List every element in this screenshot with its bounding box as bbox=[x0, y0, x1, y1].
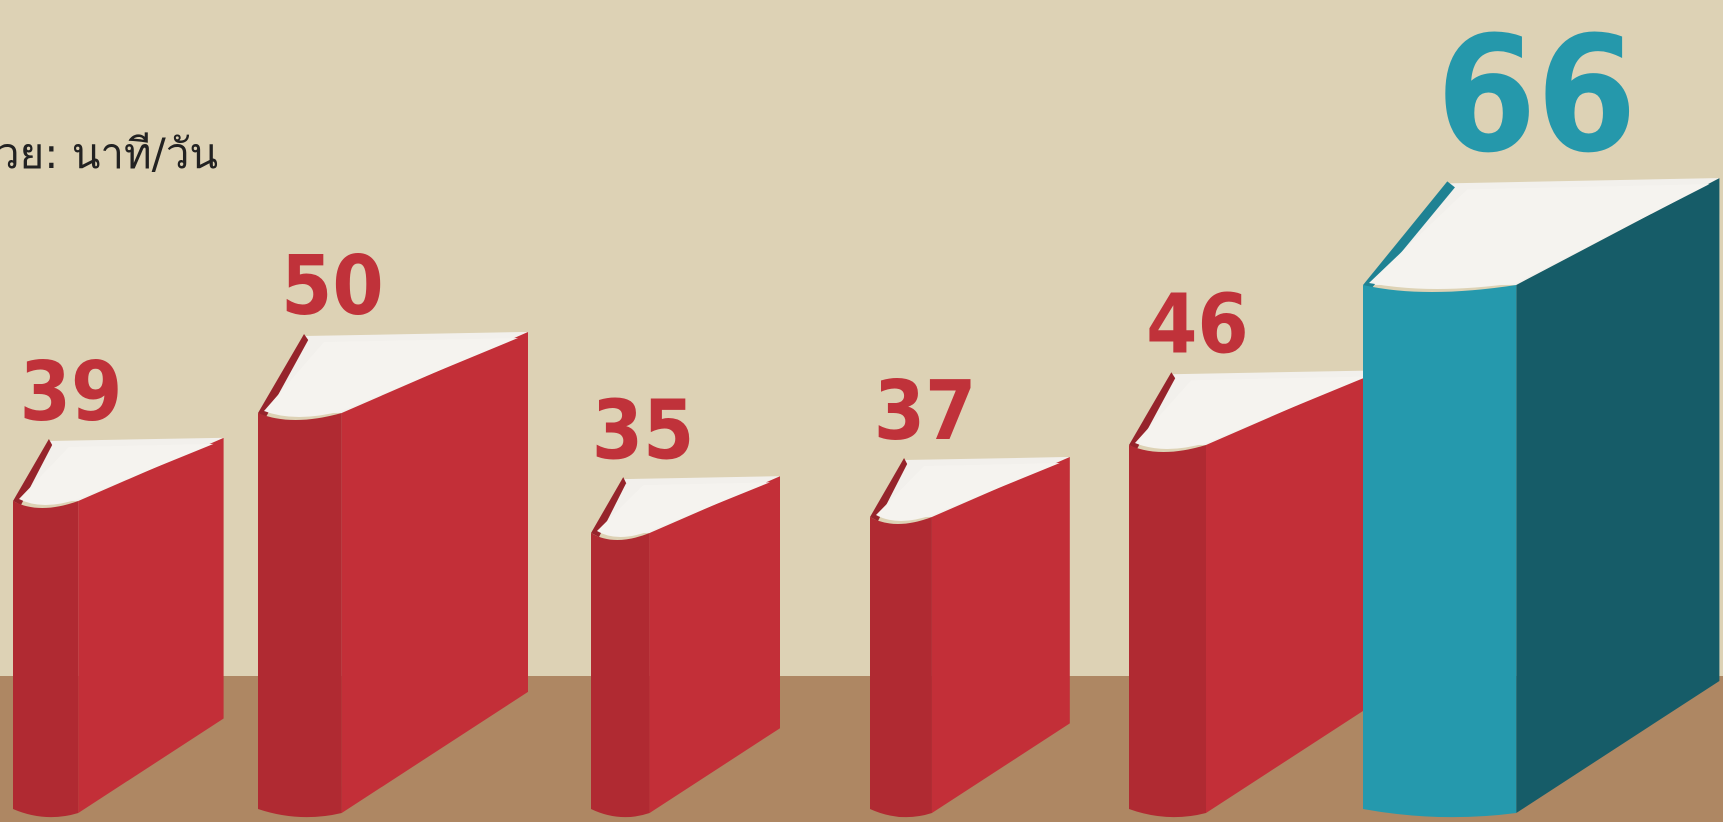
book-pages bbox=[13, 438, 53, 505]
book-cover bbox=[931, 457, 1070, 813]
value-label: 39 bbox=[20, 345, 123, 440]
book-page-curve bbox=[19, 443, 214, 505]
book-page-curve bbox=[1369, 184, 1710, 289]
book bbox=[1129, 370, 1378, 818]
book-spine bbox=[258, 413, 342, 818]
book-cover bbox=[341, 332, 528, 813]
book bbox=[591, 476, 780, 818]
book-pages bbox=[1129, 372, 1176, 449]
book bbox=[258, 332, 528, 818]
book bbox=[13, 437, 224, 818]
book-spine bbox=[1129, 445, 1207, 818]
book bbox=[870, 457, 1070, 818]
value-label: 46 bbox=[1146, 277, 1249, 372]
book bbox=[1363, 178, 1720, 818]
book-page-curve bbox=[1135, 376, 1368, 449]
book-page-curve bbox=[876, 463, 1060, 521]
value-label: 50 bbox=[281, 239, 384, 334]
book-cover bbox=[649, 476, 780, 813]
book-cover bbox=[1206, 370, 1378, 813]
book-pages bbox=[1363, 181, 1455, 289]
book-pages bbox=[258, 334, 309, 417]
book-page-curve bbox=[597, 482, 770, 537]
value-label: 66 bbox=[1436, 1, 1636, 188]
book-cover bbox=[1516, 178, 1720, 813]
value-label: 37 bbox=[874, 364, 977, 459]
book-cover bbox=[78, 437, 224, 813]
book-spine bbox=[870, 517, 932, 818]
book-spine bbox=[1363, 285, 1517, 818]
book-spine bbox=[591, 533, 650, 818]
book-pages bbox=[870, 458, 908, 521]
book-pages bbox=[591, 477, 627, 537]
unit-subtitle: วย: นาที/วัน bbox=[0, 129, 218, 178]
book-page-curve bbox=[264, 338, 518, 417]
book-spine bbox=[13, 501, 79, 818]
value-label: 35 bbox=[592, 383, 695, 478]
